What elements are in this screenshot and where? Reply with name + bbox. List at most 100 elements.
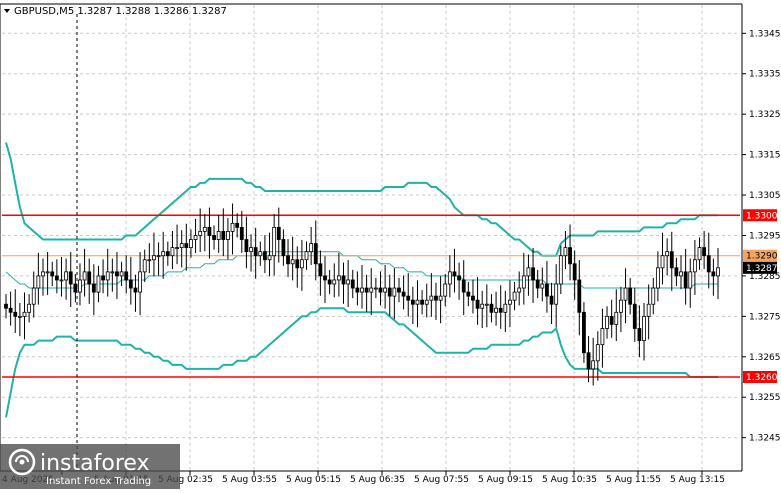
candle-body xyxy=(558,255,563,285)
candle-body xyxy=(512,291,517,301)
candle-body xyxy=(628,287,633,305)
candle-body xyxy=(545,283,549,297)
candle-body xyxy=(355,287,360,293)
current-price-tag-background xyxy=(743,261,777,274)
instaforex-watermark: instaforex Instant Forex Trading xyxy=(0,444,180,489)
candle-body xyxy=(323,275,327,281)
candle-body xyxy=(230,222,235,232)
time-tick-label: 5 Aug 05:15 xyxy=(286,475,341,485)
candle-body xyxy=(383,287,388,293)
candle-body xyxy=(175,247,179,250)
candle-body xyxy=(674,267,679,277)
candle-body xyxy=(332,279,337,285)
price-tick-label: 1.3285 xyxy=(749,272,781,282)
candle-body xyxy=(212,235,216,240)
candle-body xyxy=(78,279,82,293)
candle-body xyxy=(235,222,240,228)
candle-body xyxy=(489,303,494,313)
candle-body xyxy=(429,295,434,301)
price-tick-label: 1.3335 xyxy=(749,70,781,80)
candle-body xyxy=(410,299,415,305)
candle-body xyxy=(591,360,596,370)
candle-body xyxy=(119,271,124,277)
candle-body xyxy=(679,271,683,277)
candle-body xyxy=(263,251,267,261)
candle-body xyxy=(239,226,244,240)
candle-body xyxy=(54,275,59,281)
instaforex-logo xyxy=(8,448,36,476)
candle-body xyxy=(369,287,374,293)
candle-body xyxy=(272,226,277,257)
candle-body xyxy=(563,247,568,257)
candles xyxy=(4,203,720,386)
candle-body xyxy=(295,259,300,269)
candle-body xyxy=(632,303,637,329)
candle-body xyxy=(646,303,651,317)
candle-body xyxy=(147,259,152,262)
grid xyxy=(2,5,740,470)
candle-body xyxy=(281,239,286,257)
logo-arc-icon xyxy=(15,455,29,463)
candle-body xyxy=(651,287,656,305)
price-tick-label: 1.3295 xyxy=(749,231,781,241)
candle-body xyxy=(660,255,665,269)
candle-body xyxy=(447,271,452,285)
candle-body xyxy=(142,259,147,273)
candle-body xyxy=(572,263,577,281)
candle-body xyxy=(96,275,101,293)
candle-body xyxy=(582,311,586,354)
candle-body xyxy=(82,271,87,281)
candle-body xyxy=(73,283,78,293)
price-axis[interactable]: 1.3345 1.3335 1.3325 1.3315 1.3305 1.3295 1.32… xyxy=(742,29,781,444)
candle-body xyxy=(170,247,175,257)
candle-body xyxy=(378,287,383,293)
candle-body xyxy=(22,311,27,317)
time-tick-label: 5 Aug 13:15 xyxy=(670,475,725,485)
candle-body xyxy=(318,263,323,277)
candle-body xyxy=(346,279,351,285)
time-tick-label: 5 Aug 02:35 xyxy=(158,475,213,485)
candle-body xyxy=(540,283,545,289)
candle-body xyxy=(41,271,45,277)
triangle-down-icon[interactable] xyxy=(4,9,10,13)
candle-body xyxy=(420,299,425,305)
price-tick-label: 1.3305 xyxy=(749,191,781,201)
candle-body xyxy=(595,344,600,362)
level-price-tag: 1.3300 xyxy=(746,211,778,221)
candle-body xyxy=(221,231,226,240)
candle-body xyxy=(600,328,605,346)
candle-body xyxy=(471,295,475,301)
price-tick-label: 1.3275 xyxy=(749,312,781,322)
candle-body xyxy=(614,311,619,325)
candle-body xyxy=(198,231,203,236)
candle-body xyxy=(480,303,485,309)
candle-body xyxy=(554,283,559,305)
candle-body xyxy=(619,299,623,313)
candle-body xyxy=(434,295,438,301)
candle-body xyxy=(475,299,480,309)
time-tick-label: 5 Aug 03:55 xyxy=(222,475,277,485)
candle-body xyxy=(110,271,115,274)
candle-body xyxy=(216,231,221,240)
candle-body xyxy=(665,251,670,257)
candle-body xyxy=(286,255,290,265)
candle-body xyxy=(50,271,55,277)
candle-body xyxy=(27,303,32,313)
candle-body xyxy=(688,271,693,289)
price-tag-background xyxy=(743,249,777,262)
candle-body xyxy=(101,275,105,281)
candle-body xyxy=(327,279,332,285)
candle-body xyxy=(466,291,471,297)
logo-ring-icon xyxy=(8,448,36,476)
candle-body xyxy=(258,251,263,257)
candle-body xyxy=(350,279,355,289)
time-tick-label: 5 Aug 06:35 xyxy=(350,475,405,485)
candle-body xyxy=(711,271,716,277)
candle-body xyxy=(267,255,272,261)
chart-header: GBPUSD,M5 1.3287 1.3288 1.3286 1.3287 xyxy=(4,6,227,17)
candle-body xyxy=(438,295,443,301)
time-tick-label: 5 Aug 09:15 xyxy=(478,475,533,485)
candle-body xyxy=(152,255,156,261)
